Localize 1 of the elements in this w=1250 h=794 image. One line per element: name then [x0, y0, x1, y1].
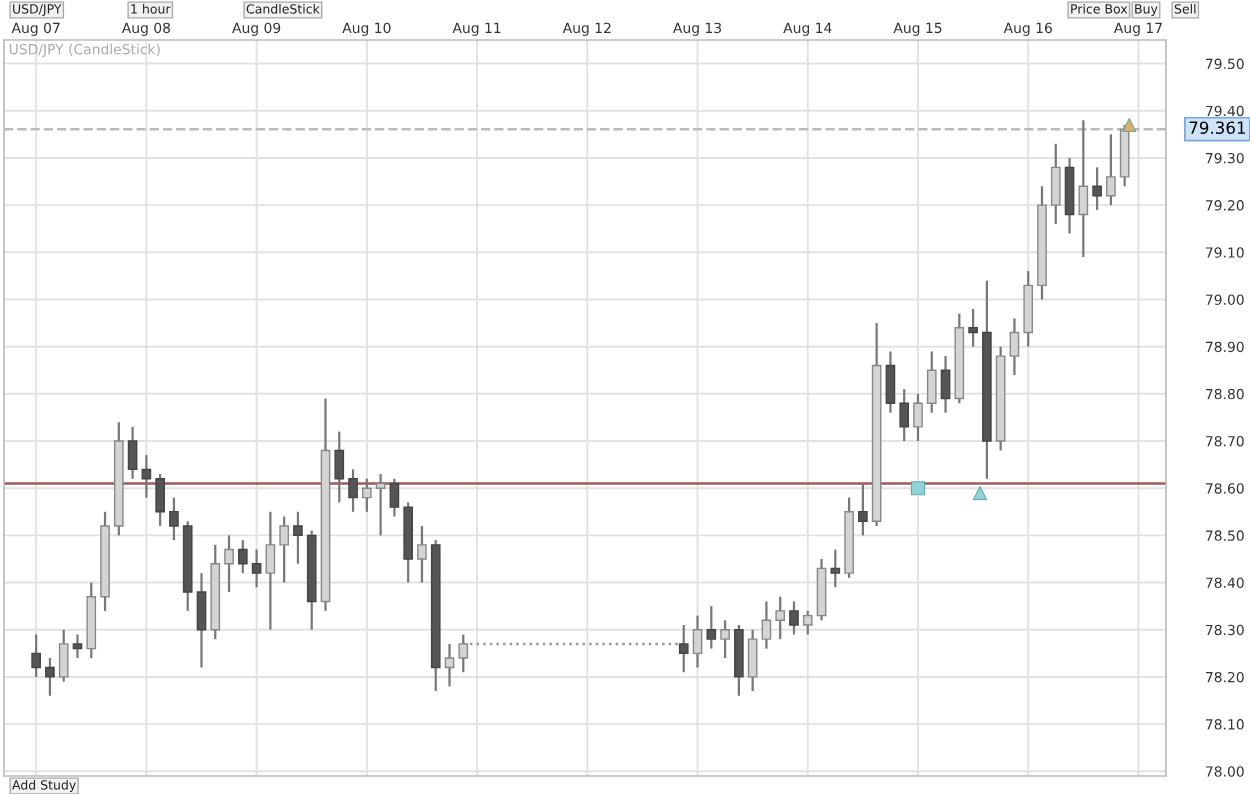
ref-line-label: 79.361: [1189, 121, 1245, 135]
